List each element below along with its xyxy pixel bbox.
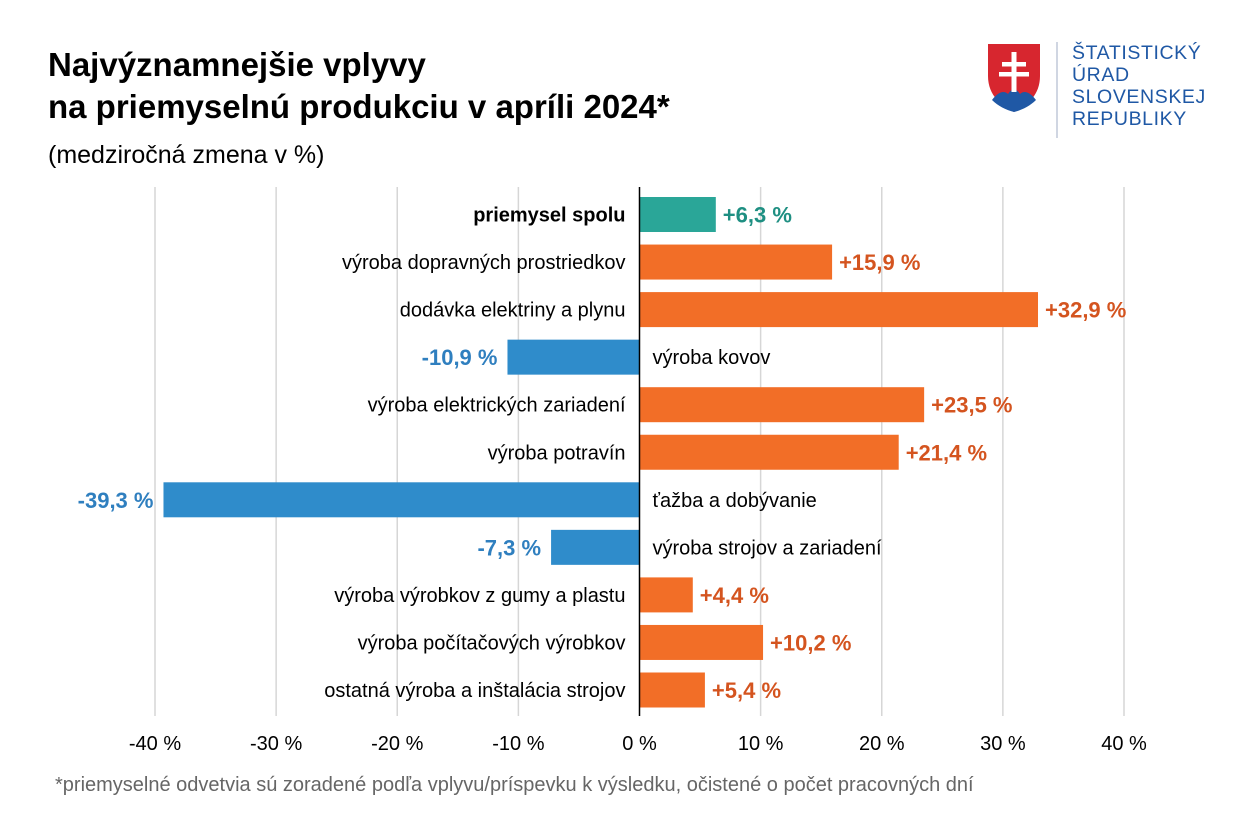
category-label: ostatná výroba a inštalácia strojov bbox=[324, 680, 625, 702]
category-label: výroba elektrických zariadení bbox=[368, 395, 626, 417]
footnote: *priemyselné odvetvia sú zoradené podľa … bbox=[55, 774, 974, 796]
category-label: priemysel spolu bbox=[473, 205, 625, 227]
value-label: -39,3 % bbox=[78, 488, 154, 513]
category-label: výroba potravín bbox=[488, 442, 626, 464]
bar bbox=[639, 197, 716, 232]
coat-of-arms-icon bbox=[988, 44, 1040, 112]
logo-text: ŠTATISTICKÝ ÚRAD SLOVENSKEJ REPUBLIKY bbox=[1072, 42, 1206, 130]
bar bbox=[163, 482, 640, 518]
value-label: +4,4 % bbox=[700, 583, 769, 608]
value-label: +15,9 % bbox=[839, 250, 920, 275]
category-label: výroba kovov bbox=[653, 347, 771, 369]
value-label: -10,9 % bbox=[422, 345, 498, 370]
value-label: +32,9 % bbox=[1045, 298, 1126, 323]
logo-line-3: SLOVENSKEJ bbox=[1072, 86, 1206, 108]
bar bbox=[639, 387, 925, 423]
bar bbox=[639, 292, 1039, 328]
x-tick-label: -20 % bbox=[371, 733, 423, 755]
bar bbox=[639, 624, 764, 660]
chart-title: Najvýznamnejšie vplyvy na priemyselnú pr… bbox=[48, 44, 868, 128]
category-label: výroba dopravných prostriedkov bbox=[342, 252, 625, 274]
bar bbox=[639, 244, 833, 280]
x-tick-label: 0 % bbox=[622, 733, 657, 755]
bar bbox=[507, 339, 640, 375]
value-label: +23,5 % bbox=[931, 393, 1012, 418]
value-label: -7,3 % bbox=[477, 535, 541, 560]
category-label: dodávka elektriny a plynu bbox=[400, 300, 626, 322]
x-tick-label: 10 % bbox=[738, 733, 784, 755]
logo-line-2: ÚRAD bbox=[1072, 64, 1130, 86]
category-label: ťažba a dobývanie bbox=[653, 490, 817, 512]
bar bbox=[639, 577, 693, 613]
value-label: +21,4 % bbox=[906, 440, 987, 465]
bar bbox=[551, 529, 640, 565]
logo-line-4: REPUBLIKY bbox=[1072, 108, 1187, 130]
chart-subtitle: (medziročná zmena v %) bbox=[48, 141, 325, 169]
x-tick-label: -10 % bbox=[492, 733, 544, 755]
value-label: +6,3 % bbox=[723, 203, 792, 228]
x-tick-label: -40 % bbox=[129, 733, 181, 755]
chart-title-line-2: na priemyselnú produkciu v apríli 2024* bbox=[48, 88, 670, 125]
x-tick-label: 40 % bbox=[1101, 733, 1147, 755]
category-label: výroba výrobkov z gumy a plastu bbox=[334, 585, 625, 607]
x-tick-label: 30 % bbox=[980, 733, 1026, 755]
chart-title-line-1: Najvýznamnejšie vplyvy bbox=[48, 46, 426, 83]
bar bbox=[639, 672, 705, 708]
logo-divider bbox=[1056, 42, 1058, 138]
statistics-office-logo: ŠTATISTICKÝ ÚRAD SLOVENSKEJ REPUBLIKY bbox=[986, 42, 1226, 142]
x-tick-label: -30 % bbox=[250, 733, 302, 755]
bar bbox=[639, 434, 899, 470]
value-label: +5,4 % bbox=[712, 678, 781, 703]
category-label: výroba počítačových výrobkov bbox=[358, 632, 626, 654]
value-label: +10,2 % bbox=[770, 630, 851, 655]
logo-line-1: ŠTATISTICKÝ bbox=[1072, 42, 1202, 64]
category-label: výroba strojov a zariadení bbox=[653, 537, 882, 559]
x-tick-label: 20 % bbox=[859, 733, 905, 755]
